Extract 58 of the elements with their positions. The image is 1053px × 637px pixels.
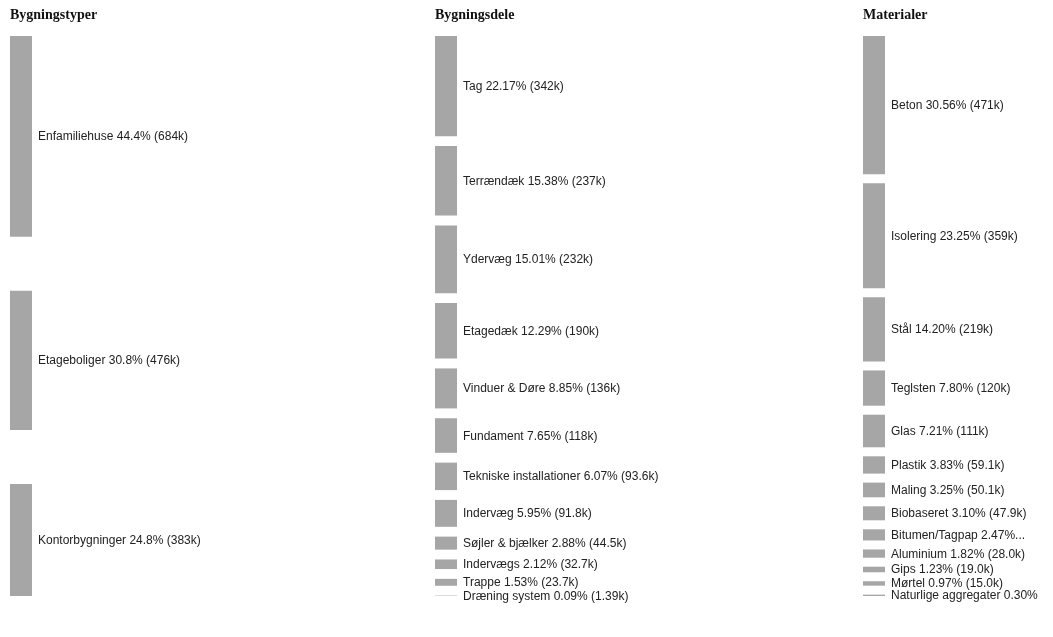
data-label: 0.97% (15.0k) <box>928 576 1004 591</box>
category-label: Mørtel <box>891 576 925 591</box>
data-label: 12.29% (190k) <box>521 323 600 338</box>
category-label: Aluminium <box>891 546 948 561</box>
data-label: 8.85% (136k) <box>548 381 621 396</box>
data-label: 0.09% (1.39k) <box>553 588 629 603</box>
data-label: 30.8% (476k) <box>108 353 181 368</box>
category-label: Fundament <box>463 428 525 443</box>
data-label: 7.80% (120k) <box>939 381 1011 396</box>
category-label: Biobaseret <box>891 506 950 521</box>
category-label: Glas <box>891 423 916 438</box>
data-label: 0.30% <box>1003 588 1039 603</box>
data-label: 2.88% (44.5k) <box>551 536 627 551</box>
category-label: Bitumen/Tagpap <box>891 527 979 542</box>
data-label: 1.53% (23.7k) <box>503 575 579 590</box>
data-label: 14.20% (219k) <box>915 322 994 337</box>
data-label: 44.4% (684k) <box>116 129 189 144</box>
category-label: Stål <box>891 322 912 337</box>
category-label: Søjler & bjælker <box>463 536 549 551</box>
text: Bygningsdele <box>435 7 515 22</box>
category-label: Enfamiliehuse <box>38 129 114 144</box>
data-label: 23.25% (359k) <box>939 228 1018 243</box>
data-label: 7.21% (111k) <box>919 423 989 438</box>
category-label: Vinduer & Døre <box>463 381 546 396</box>
text: Bygningstyper <box>10 7 98 22</box>
category-label: Terrændæk <box>463 173 526 188</box>
category-label: Etageboliger <box>38 353 106 368</box>
data-label: 2.12% (32.7k) <box>523 557 598 572</box>
data-label: 1.82% (28.0k) <box>950 546 1026 561</box>
data-label: 24.8% (383k) <box>129 532 201 547</box>
text: Materialer <box>863 7 928 22</box>
category-label: Kontorbygninger <box>38 532 127 547</box>
category-label: Dræning system <box>463 588 551 603</box>
data-label: 22.17% (342k) <box>485 79 564 94</box>
data-label: 15.38% (237k) <box>527 173 606 188</box>
data-label: 3.10% (47.9k) <box>951 506 1027 521</box>
data-label: 6.07% (93.6k) <box>583 469 659 484</box>
data-label: 1.23% (19.0k) <box>919 562 994 577</box>
data-label: 2.47%... <box>981 527 1026 542</box>
category-label: Ydervæg <box>463 252 512 267</box>
data-label: 7.65% (118k) <box>527 428 598 443</box>
category-label: Indervæg <box>463 506 514 521</box>
category-label: Isolering <box>891 228 937 243</box>
category-label: Plastik <box>891 457 928 472</box>
category-label: Tag <box>463 79 483 94</box>
category-label: Etagedæk <box>463 323 519 338</box>
category-label: Indervægs <box>463 557 520 572</box>
category-label: Gips <box>891 562 916 577</box>
data-label: 5.95% (91.8k) <box>517 506 592 521</box>
category-label: Trappe <box>463 575 501 590</box>
data-label: 3.83% (59.1k) <box>929 457 1005 472</box>
data-label: 30.56% (471k) <box>925 98 1004 113</box>
category-label: Teglsten <box>891 381 936 396</box>
category-label: Maling <box>891 482 927 497</box>
category-label: Beton <box>891 98 923 113</box>
data-label: 3.25% (50.1k) <box>929 482 1005 497</box>
data-label: 15.01% (232k) <box>515 252 594 267</box>
category-label: Tekniske installationer <box>463 469 581 484</box>
